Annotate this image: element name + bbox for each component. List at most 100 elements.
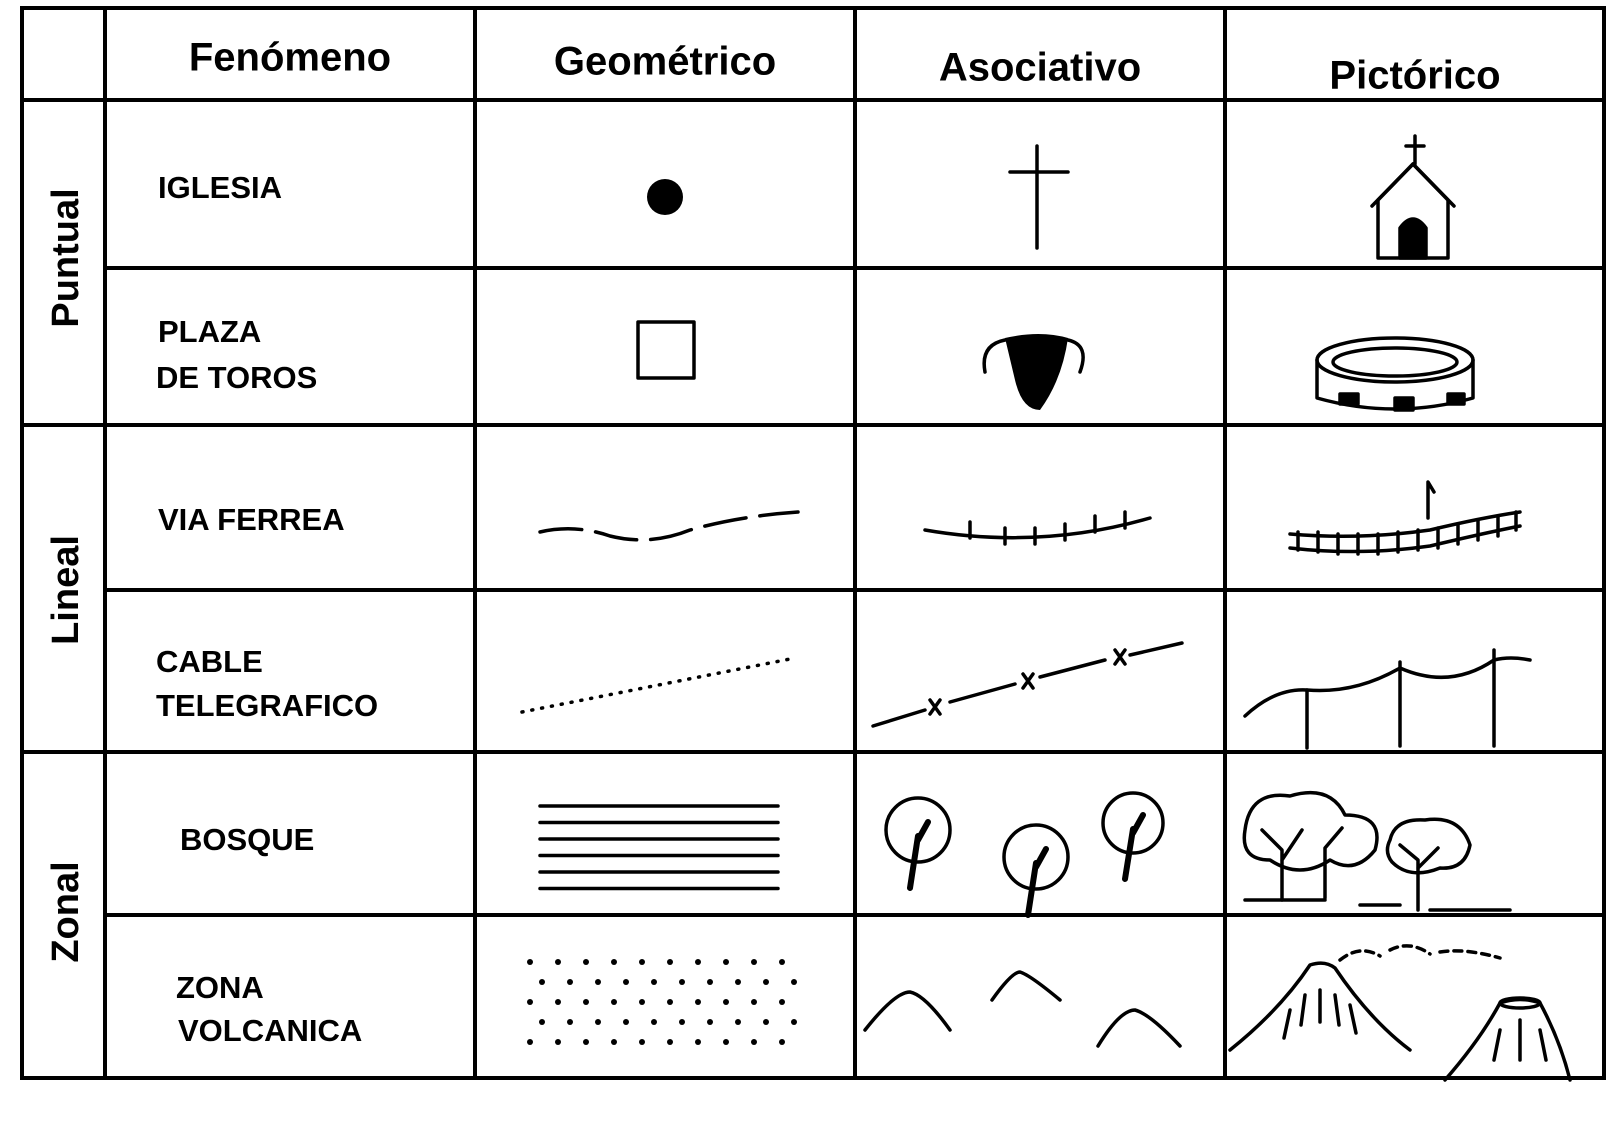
- telegraph-symbol-part: [1243, 656, 1532, 718]
- dot-field-symbol-part: [623, 979, 629, 985]
- volcano-symbol-part: [990, 970, 1062, 1002]
- volcano-picture-symbol-part: [1338, 944, 1502, 962]
- dot-field-symbol-part: [679, 979, 685, 985]
- dot-field-symbol-part: [667, 959, 673, 965]
- cable-symbol-part: [871, 641, 1184, 728]
- volcano-symbol-part: [1096, 1008, 1182, 1048]
- volcano-symbol: [863, 970, 1182, 1048]
- dot-field-symbol-part: [791, 1019, 797, 1025]
- railway-picture-symbol-part: [1426, 480, 1436, 520]
- dashed-line-symbol: [538, 510, 800, 542]
- church-symbol-part: [1404, 134, 1426, 166]
- dot-field-symbol-part: [735, 979, 741, 985]
- dot-symbol: [647, 179, 683, 215]
- dot-field-symbol-part: [695, 999, 701, 1005]
- dot-field-symbol-part: [695, 1039, 701, 1045]
- dot-field-symbol-part: [567, 979, 573, 985]
- row-label: TELEGRAFICO: [156, 688, 378, 723]
- dot-field-symbol-part: [527, 959, 533, 965]
- railway-symbol-part: [923, 516, 1152, 540]
- square-symbol: [636, 320, 696, 380]
- telegraph-symbol-part: [1305, 648, 1496, 750]
- forest-symbol-part: [1260, 826, 1344, 902]
- column-header: Asociativo: [939, 46, 1141, 90]
- railway-picture-symbol-part: [1296, 510, 1518, 556]
- railway-picture-symbol-part: [1288, 510, 1522, 538]
- dot-field-symbol-part: [723, 959, 729, 965]
- dot-field-symbol-part: [595, 1019, 601, 1025]
- dot-field-symbol-part: [527, 999, 533, 1005]
- bull-symbol-part: [1005, 334, 1068, 410]
- dot-field-symbol-part: [763, 1019, 769, 1025]
- dot-field-symbol-part: [707, 1019, 713, 1025]
- cable-symbol-part: [928, 648, 1127, 716]
- dot-field-symbol-part: [667, 1039, 673, 1045]
- volcano-picture-symbol-part: [1282, 988, 1358, 1040]
- dot-field-symbol-part: [555, 959, 561, 965]
- dot-field-symbol-part: [779, 959, 785, 965]
- cross-symbol: [1008, 144, 1070, 250]
- dot-field-symbol-part: [611, 959, 617, 965]
- dotted-line-symbol: [520, 656, 797, 714]
- forest-symbol-part: [1243, 898, 1512, 912]
- hatch-symbol: [538, 804, 780, 891]
- bull-symbol-part: [982, 338, 1085, 374]
- dot-field-symbol-part: [779, 1039, 785, 1045]
- column-header: Geométrico: [554, 40, 776, 84]
- dot-field-symbol-part: [651, 979, 657, 985]
- church-symbol-part: [1398, 217, 1428, 260]
- tree-symbol-part: [1122, 812, 1146, 882]
- forest-symbol-part: [1385, 817, 1472, 875]
- church-symbol-part: [1370, 162, 1456, 208]
- railway-symbol-part: [968, 510, 1127, 546]
- group-label: Zonal: [45, 861, 87, 962]
- telegraph-symbol: [1243, 648, 1532, 750]
- dot-field-symbol-part: [651, 1019, 657, 1025]
- volcano-picture-symbol-part: [1228, 961, 1412, 1052]
- bull-symbol: [982, 334, 1085, 410]
- dot-field-symbol-part: [539, 979, 545, 985]
- dot-field-symbol-part: [555, 999, 561, 1005]
- church-symbol: [1370, 134, 1456, 260]
- dot-field-symbol-part: [763, 979, 769, 985]
- railway-picture-symbol-part: [1288, 524, 1522, 554]
- volcano-picture-symbol: [1228, 944, 1572, 1082]
- dot-field-symbol-part: [567, 1019, 573, 1025]
- group-label: Lineal: [45, 535, 87, 645]
- forest-symbol: [1242, 791, 1512, 912]
- row-label: DE TOROS: [156, 360, 317, 395]
- dot-field-symbol-part: [595, 979, 601, 985]
- volcano-picture-symbol-part: [1498, 996, 1542, 1010]
- dot-field-symbol-part: [583, 959, 589, 965]
- dot-field-symbol-part: [735, 1019, 741, 1025]
- dot-field-symbol-part: [611, 1039, 617, 1045]
- tree-symbol-part: [907, 819, 931, 891]
- row-label: VIA FERREA: [158, 502, 345, 537]
- dot-field-symbol-part: [707, 979, 713, 985]
- dot-field-symbol-part: [623, 1019, 629, 1025]
- row-label: BOSQUE: [180, 822, 314, 857]
- row-label: IGLESIA: [158, 170, 282, 205]
- dot-field-symbol-part: [527, 1039, 533, 1045]
- dot-field-symbol-part: [679, 1019, 685, 1025]
- dot-field-symbol-part: [751, 999, 757, 1005]
- tree-symbol-part: [884, 796, 952, 864]
- dot-field-symbol-part: [583, 1039, 589, 1045]
- bullring-symbol: [1315, 336, 1475, 412]
- bullring-symbol-part: [1338, 392, 1466, 412]
- tree-symbol: [884, 791, 1165, 918]
- row-label: CABLE: [156, 644, 263, 679]
- dot-field-symbol-part: [695, 959, 701, 965]
- dot-field-symbol-part: [583, 999, 589, 1005]
- volcano-picture-symbol-part: [1492, 1018, 1548, 1062]
- railway-symbol: [923, 510, 1152, 546]
- tree-symbol-part: [1101, 791, 1165, 855]
- dot-field-symbol-part: [751, 959, 757, 965]
- dot-field-symbol-part: [611, 999, 617, 1005]
- volcano-picture-symbol-part: [1443, 997, 1572, 1082]
- dot-field-symbol-part: [639, 959, 645, 965]
- row-label: PLAZA: [158, 314, 261, 349]
- row-label: VOLCANICA: [178, 1013, 362, 1048]
